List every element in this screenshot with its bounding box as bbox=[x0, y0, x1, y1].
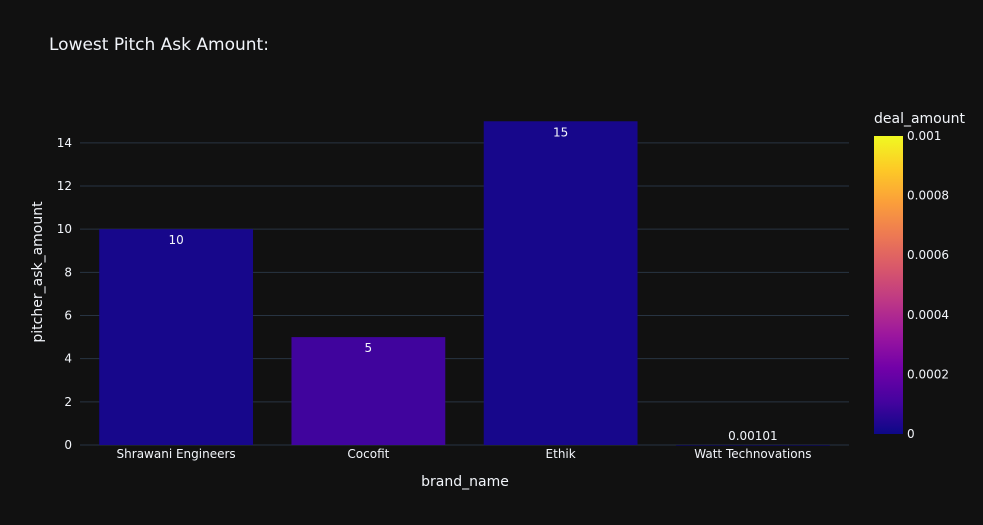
y-tick-label: 0 bbox=[64, 438, 72, 452]
bar-labels: 10 5 15 0.00101 bbox=[168, 125, 777, 443]
colorbar-tick-label: 0.0002 bbox=[907, 367, 949, 381]
bar[interactable] bbox=[99, 229, 254, 445]
colorbar-ticks: 0 0.0002 0.0004 0.0006 0.0008 0.001 bbox=[907, 129, 949, 441]
x-tick-label: Watt Technovations bbox=[694, 447, 811, 461]
colorbar bbox=[874, 136, 903, 434]
bar[interactable] bbox=[291, 337, 446, 445]
y-tick-label: 2 bbox=[64, 395, 72, 409]
y-tick-label: 4 bbox=[64, 352, 72, 366]
colorbar-tick-label: 0.001 bbox=[907, 129, 941, 143]
colorbar-tick-label: 0 bbox=[907, 427, 915, 441]
y-tick-label: 8 bbox=[64, 265, 72, 279]
bar[interactable] bbox=[483, 121, 638, 446]
x-tick-label: Shrawani Engineers bbox=[117, 447, 236, 461]
colorbar-title: deal_amount bbox=[874, 111, 965, 127]
y-tick-label: 6 bbox=[64, 309, 72, 323]
y-tick-label: 12 bbox=[57, 179, 72, 193]
bar-value-label: 10 bbox=[168, 233, 183, 247]
colorbar-tick-label: 0.0004 bbox=[907, 308, 949, 322]
bar-value-label: 15 bbox=[553, 125, 568, 139]
y-tick-label: 14 bbox=[57, 136, 72, 150]
x-tick-label: Cocofit bbox=[347, 447, 389, 461]
y-tick-label: 10 bbox=[57, 222, 72, 236]
chart-title: Lowest Pitch Ask Amount: bbox=[49, 35, 269, 55]
x-axis-title: brand_name bbox=[421, 474, 509, 490]
bar-value-label: 0.00101 bbox=[728, 429, 778, 443]
bar[interactable] bbox=[675, 444, 830, 446]
colorbar-tick-label: 0.0006 bbox=[907, 248, 949, 262]
y-axis-ticks: 0 2 4 6 8 10 12 14 bbox=[57, 136, 72, 452]
y-axis-title: pitcher_ask_amount bbox=[30, 201, 46, 343]
colorbar-tick-label: 0.0008 bbox=[907, 189, 949, 203]
bars bbox=[99, 121, 830, 446]
x-tick-label: Ethik bbox=[546, 447, 576, 461]
x-axis-ticks: Shrawani Engineers Cocofit Ethik Watt Techn… bbox=[117, 447, 812, 461]
bar-value-label: 5 bbox=[365, 341, 373, 355]
